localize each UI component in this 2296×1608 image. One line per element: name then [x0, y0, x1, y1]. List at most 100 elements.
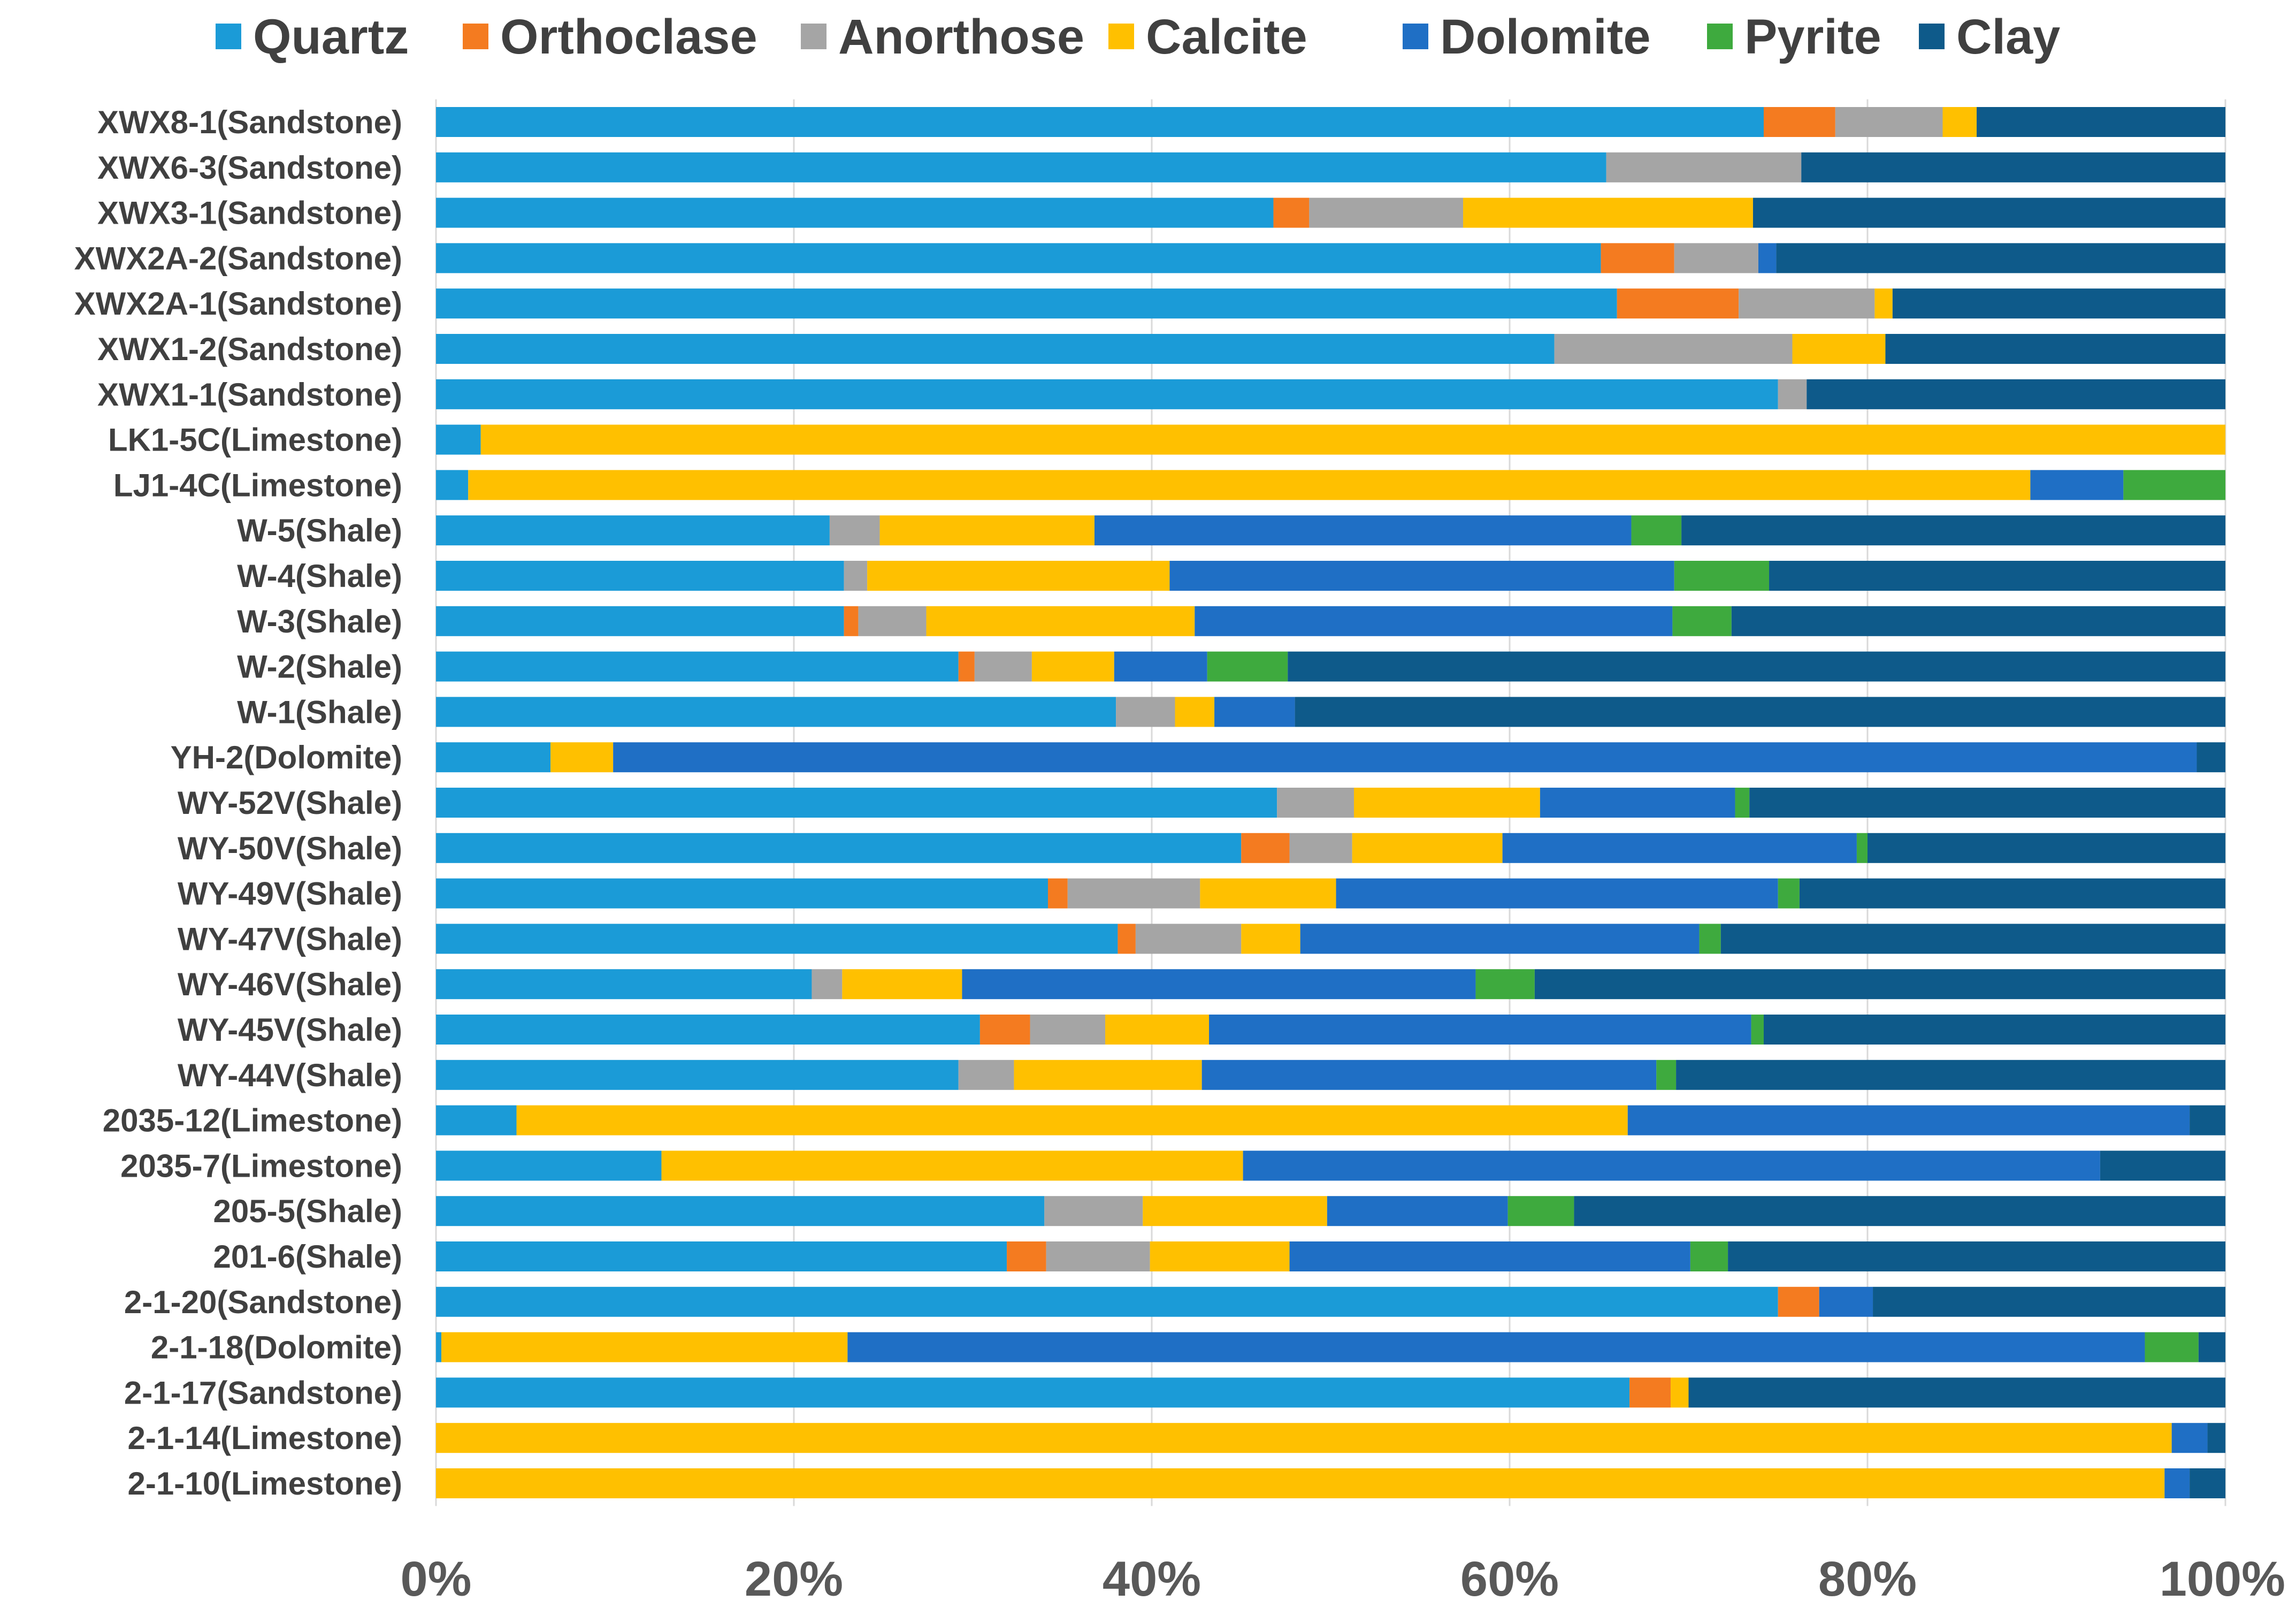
- bar-segment-quartz: [436, 651, 959, 682]
- bar-segment-pyrite: [1778, 878, 1800, 909]
- bar-segment-calcite: [441, 1332, 848, 1362]
- category-label: LJ1-4C(Limestone): [113, 467, 402, 503]
- bar-segment-clay: [2100, 1150, 2225, 1181]
- bar-segment-pyrite: [1674, 561, 1770, 591]
- legend-swatch-dolomite: [1403, 24, 1428, 49]
- bar-segment-quartz: [436, 1196, 1045, 1226]
- bar-segment-quartz: [436, 1105, 517, 1135]
- bar-segment-dolomite: [1758, 243, 1777, 273]
- bar-segment-quartz: [436, 924, 1118, 954]
- bar-segment-orthoclase: [1241, 833, 1290, 863]
- bar-segment-calcite: [1143, 1196, 1327, 1226]
- bar-segment-quartz: [436, 788, 1277, 818]
- bar-segment-clay: [1731, 606, 2225, 636]
- bar-segment-calcite: [879, 515, 1095, 546]
- bar-segment-clay: [1676, 1060, 2225, 1090]
- bar-segment-quartz: [436, 1241, 1007, 1271]
- bar-segment-anorthose: [1309, 197, 1464, 228]
- bar-segment-anorthose: [858, 606, 927, 636]
- bar-segment-calcite: [436, 1468, 2165, 1498]
- bar-segment-orthoclase: [1601, 243, 1674, 273]
- bar-segment-dolomite: [2171, 1423, 2208, 1453]
- bar-segment-calcite: [1352, 833, 1503, 863]
- bar-segment-anorthose: [844, 561, 868, 591]
- legend-label-orthoclase: Orthoclase: [500, 10, 757, 64]
- bar-segment-clay: [1769, 561, 2225, 591]
- bar-segment-orthoclase: [1007, 1241, 1046, 1271]
- category-label: XWX1-2(Sandstone): [97, 331, 402, 367]
- bar-segment-calcite: [516, 1105, 1628, 1135]
- bar-segment-quartz: [436, 334, 1555, 364]
- bar-segment-calcite: [1792, 334, 1886, 364]
- bar-segment-anorthose: [958, 1060, 1014, 1090]
- bar-segment-dolomite: [1214, 697, 1295, 727]
- bar-segment-quartz: [436, 288, 1617, 319]
- bar-segment-anorthose: [829, 515, 880, 546]
- bar-segment-clay: [1681, 515, 2225, 546]
- category-label: 2-1-18(Dolomite): [151, 1330, 402, 1366]
- bar-segment-quartz: [436, 878, 1048, 909]
- x-tick-label: 80%: [1818, 1552, 1917, 1606]
- category-label: 201-6(Shale): [213, 1239, 403, 1275]
- bar-segment-dolomite: [1114, 651, 1207, 682]
- bar-segment-anorthose: [1674, 243, 1758, 273]
- bar-segment-quartz: [436, 1060, 959, 1090]
- legend: Quartz Orthoclase Anorthose Calcite Dolomite…: [216, 10, 2060, 64]
- bar-segment-quartz: [436, 561, 844, 591]
- category-label: 2-1-17(Sandstone): [124, 1375, 402, 1411]
- bar-segment-quartz: [436, 606, 844, 636]
- bar-segment-calcite: [1014, 1060, 1202, 1090]
- bar-segment-calcite: [1671, 1377, 1689, 1408]
- bar-segment-quartz: [436, 243, 1601, 273]
- bar-segment-quartz: [436, 833, 1242, 863]
- bar-segment-pyrite: [2123, 470, 2225, 500]
- bar-segment-calcite: [1241, 924, 1300, 954]
- bar-segment-calcite: [1463, 197, 1753, 228]
- category-label: YH-2(Dolomite): [171, 740, 402, 775]
- bar-segment-quartz: [436, 515, 830, 546]
- bar-segment-clay: [1885, 334, 2225, 364]
- category-label: 2035-12(Limestone): [103, 1103, 402, 1139]
- bar-segment-quartz: [436, 697, 1116, 727]
- bar-segment-clay: [2190, 1468, 2225, 1498]
- bar-segment-calcite: [1105, 1015, 1210, 1045]
- bar-segment-pyrite: [1656, 1060, 1677, 1090]
- bar-segment-orthoclase: [1617, 288, 1739, 319]
- bar-segment-pyrite: [1631, 515, 1682, 546]
- bar-segment-quartz: [436, 1150, 662, 1181]
- bar-segment-orthoclase: [1778, 1286, 1819, 1317]
- bar-segment-calcite: [550, 742, 614, 773]
- bar-segment-dolomite: [1819, 1286, 1873, 1317]
- legend-swatch-anorthose: [801, 24, 826, 49]
- bar-segment-clay: [2207, 1423, 2225, 1453]
- bar-segment-anorthose: [1116, 697, 1175, 727]
- bar-segment-pyrite: [1856, 833, 1868, 863]
- bar-segment-anorthose: [1044, 1196, 1143, 1226]
- category-label: WY-52V(Shale): [178, 785, 402, 821]
- bar-segment-pyrite: [1672, 606, 1732, 636]
- bar-segment-quartz: [436, 424, 481, 455]
- category-label: W-2(Shale): [237, 649, 402, 685]
- bar-segment-dolomite: [847, 1332, 2145, 1362]
- bar-segment-clay: [2196, 742, 2225, 773]
- bar-segment-pyrite: [1475, 969, 1535, 1000]
- legend-label-quartz: Quartz: [253, 10, 409, 64]
- bar-segment-clay: [1688, 1377, 2225, 1408]
- bar-segment-dolomite: [1201, 1060, 1657, 1090]
- bar-segment-dolomite: [962, 969, 1476, 1000]
- bar-segment-quartz: [436, 379, 1778, 409]
- bar-segment-orthoclase: [1118, 924, 1136, 954]
- legend-swatch-clay: [1919, 24, 1945, 49]
- bar-segment-quartz: [436, 1377, 1630, 1408]
- bar-segment-quartz: [436, 470, 469, 500]
- x-tick-label: 20%: [745, 1552, 843, 1606]
- bar-segment-dolomite: [1195, 606, 1673, 636]
- bar-segment-pyrite: [2145, 1332, 2199, 1362]
- bar-segment-anorthose: [1739, 288, 1875, 319]
- bar-segment-dolomite: [1289, 1241, 1690, 1271]
- bar-segment-calcite: [1942, 107, 1977, 137]
- bar-segment-dolomite: [1336, 878, 1778, 909]
- x-axis-tick-labels: 0% 20% 40% 60% 80% 100%: [401, 1552, 2285, 1606]
- category-label: WY-46V(Shale): [178, 966, 402, 1002]
